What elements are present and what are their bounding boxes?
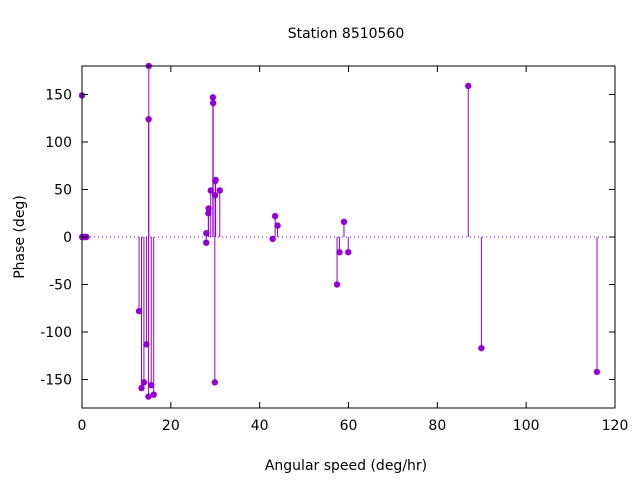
y-tick-label: 150	[45, 88, 72, 104]
data-point	[478, 344, 485, 352]
data-point	[340, 218, 348, 225]
y-tick-label: 100	[45, 135, 72, 151]
data-point	[205, 205, 212, 212]
x-tick-label: 120	[602, 418, 629, 434]
data-point	[135, 307, 143, 315]
data-point	[209, 99, 217, 107]
data-point	[138, 384, 145, 392]
y-tick-label: -100	[40, 325, 72, 341]
x-tick-label: 40	[251, 418, 269, 434]
chart-title: Station 8510560	[288, 26, 405, 42]
x-tick-label: 20	[162, 418, 180, 434]
x-tick-label: 60	[340, 418, 358, 434]
data-point	[145, 393, 152, 400]
y-tick-label: -150	[40, 373, 72, 389]
data-point	[212, 176, 219, 184]
data-point	[274, 222, 281, 229]
x-tick-label: 100	[513, 418, 540, 434]
x-tick-label: 80	[428, 418, 446, 434]
y-tick-label: -50	[49, 278, 72, 294]
data-point	[593, 368, 601, 376]
y-tick-label: 0	[63, 230, 72, 246]
data-point	[336, 249, 343, 256]
data-point	[345, 249, 352, 256]
y-axis-label: Phase (deg)	[12, 195, 28, 279]
data-point	[271, 212, 279, 220]
data-point	[269, 235, 276, 243]
data-point	[333, 281, 341, 288]
data-point	[203, 239, 210, 246]
data-point	[145, 116, 152, 123]
plot-area	[78, 62, 615, 400]
data-point	[465, 82, 472, 90]
data-point	[148, 382, 155, 389]
x-tick-label: 0	[78, 418, 87, 434]
axis-ticks: 0 20 40 60 80 100 120 -150 -100 -50 0 50 100 150	[40, 66, 628, 434]
data-point	[140, 379, 148, 386]
y-tick-label: 50	[54, 183, 72, 199]
data-point	[209, 94, 217, 101]
data-point	[211, 379, 219, 386]
data-point	[216, 187, 223, 194]
data-point	[150, 391, 157, 398]
x-axis-label: Angular speed (deg/hr)	[265, 458, 427, 474]
